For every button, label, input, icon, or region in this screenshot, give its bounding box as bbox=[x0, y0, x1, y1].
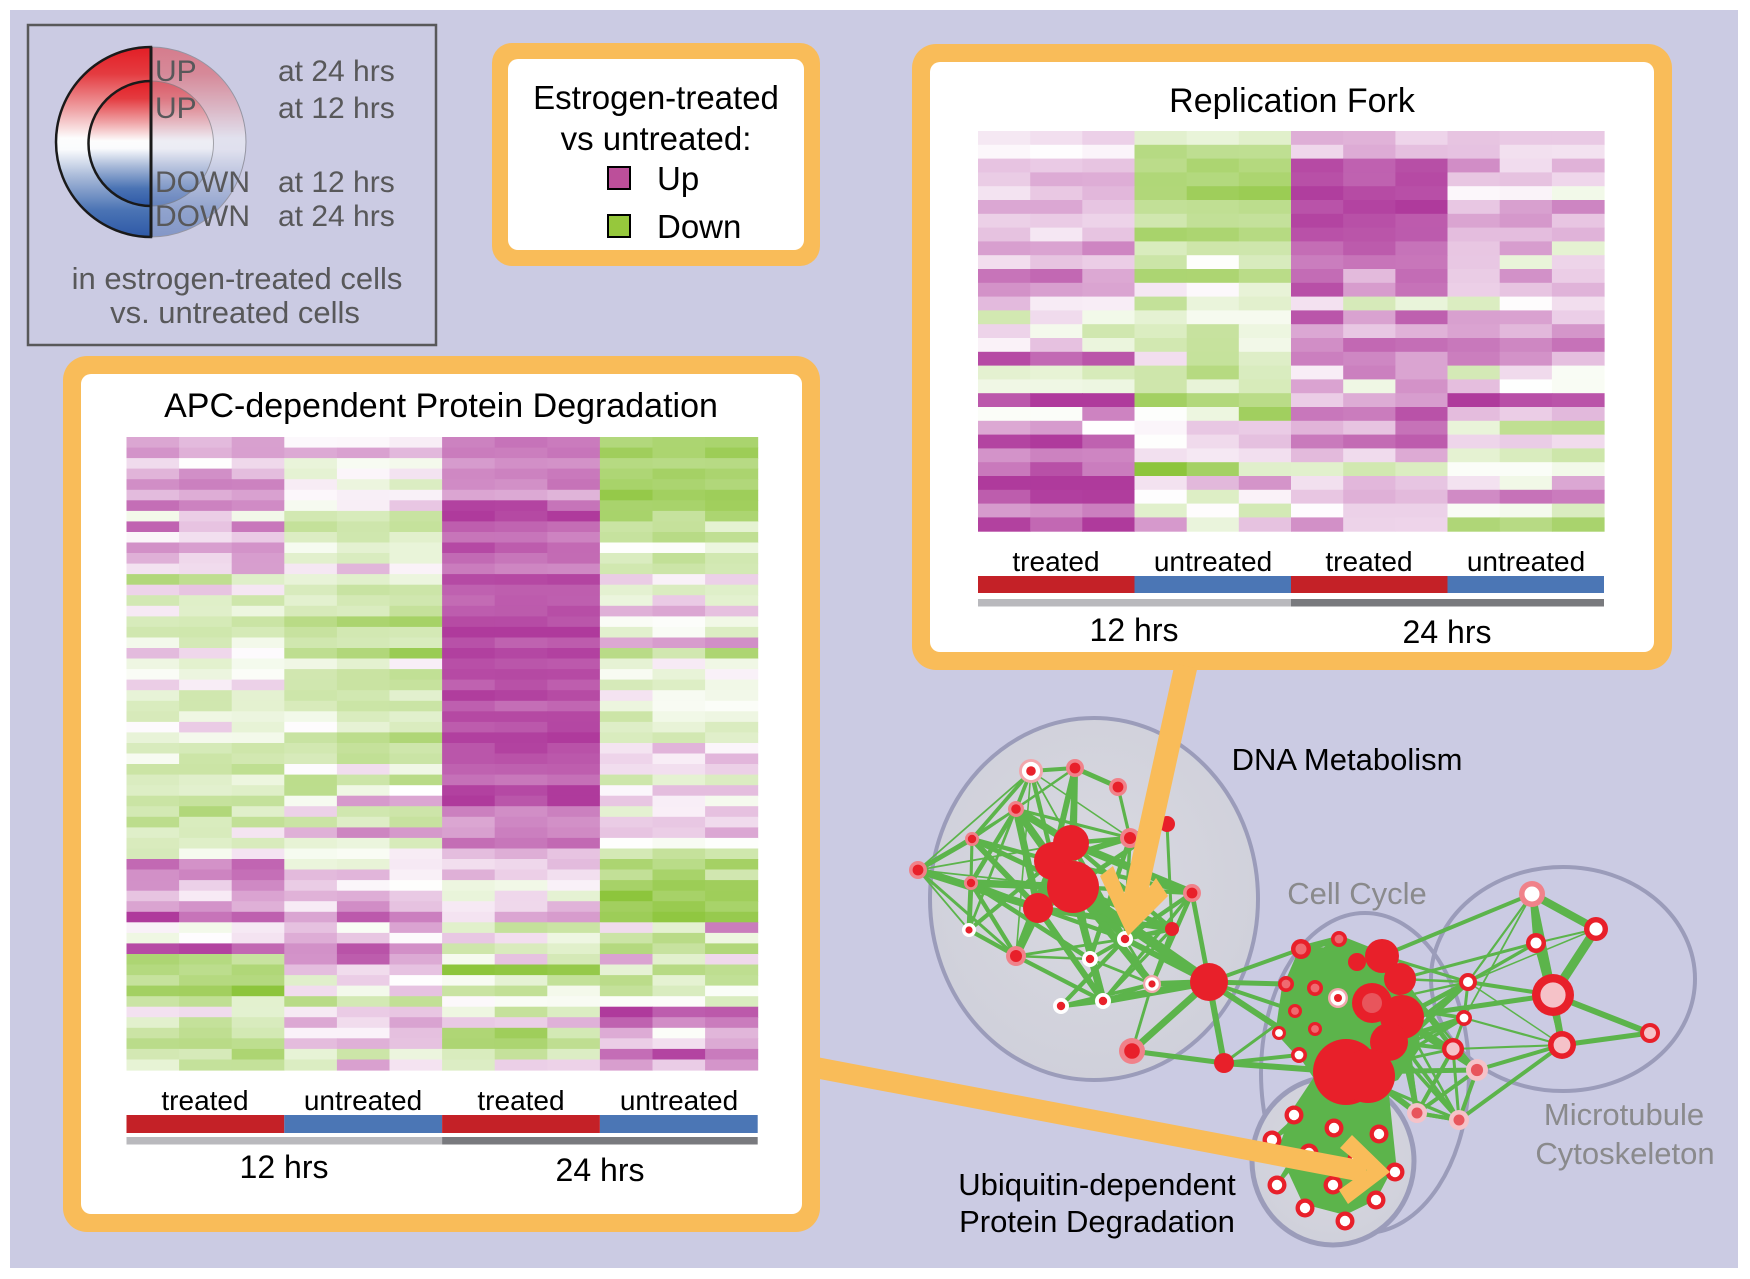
svg-text:vs. untreated cells: vs. untreated cells bbox=[110, 295, 360, 330]
svg-text:12 hrs: 12 hrs bbox=[1090, 612, 1179, 648]
svg-text:treated: treated bbox=[161, 1085, 248, 1116]
svg-text:Microtubule: Microtubule bbox=[1544, 1097, 1704, 1132]
svg-text:Down: Down bbox=[657, 208, 741, 245]
svg-text:treated: treated bbox=[1012, 546, 1099, 577]
svg-text:at 24 hrs: at 24 hrs bbox=[278, 55, 395, 88]
svg-text:at 12 hrs: at 12 hrs bbox=[278, 166, 395, 199]
svg-text:Cell Cycle: Cell Cycle bbox=[1287, 876, 1427, 911]
svg-text:untreated: untreated bbox=[620, 1085, 738, 1116]
svg-text:vs untreated:: vs untreated: bbox=[561, 120, 752, 157]
svg-text:DOWN: DOWN bbox=[155, 200, 250, 233]
svg-text:Replication Fork: Replication Fork bbox=[1169, 82, 1416, 120]
svg-text:UP: UP bbox=[155, 92, 197, 125]
svg-text:24 hrs: 24 hrs bbox=[1403, 614, 1492, 650]
svg-text:untreated: untreated bbox=[1154, 546, 1272, 577]
svg-text:12 hrs: 12 hrs bbox=[240, 1149, 329, 1185]
svg-text:DOWN: DOWN bbox=[155, 166, 250, 199]
svg-text:Ubiquitin-dependent: Ubiquitin-dependent bbox=[958, 1167, 1236, 1202]
svg-text:24 hrs: 24 hrs bbox=[556, 1152, 645, 1188]
svg-text:at 12 hrs: at 12 hrs bbox=[278, 92, 395, 125]
svg-text:treated: treated bbox=[1325, 546, 1412, 577]
svg-text:Up: Up bbox=[657, 160, 699, 197]
svg-text:DNA Metabolism: DNA Metabolism bbox=[1232, 742, 1463, 777]
svg-text:untreated: untreated bbox=[304, 1085, 422, 1116]
svg-text:Estrogen-treated: Estrogen-treated bbox=[533, 79, 779, 116]
svg-text:untreated: untreated bbox=[1467, 546, 1585, 577]
svg-text:APC-dependent Protein Degradat: APC-dependent Protein Degradation bbox=[164, 387, 718, 425]
svg-text:Cytoskeleton: Cytoskeleton bbox=[1535, 1136, 1714, 1171]
svg-text:treated: treated bbox=[477, 1085, 564, 1116]
svg-text:UP: UP bbox=[155, 55, 197, 88]
svg-text:at 24 hrs: at 24 hrs bbox=[278, 200, 395, 233]
svg-text:Protein Degradation: Protein Degradation bbox=[959, 1204, 1235, 1239]
svg-text:in estrogen-treated cells: in estrogen-treated cells bbox=[72, 261, 403, 296]
